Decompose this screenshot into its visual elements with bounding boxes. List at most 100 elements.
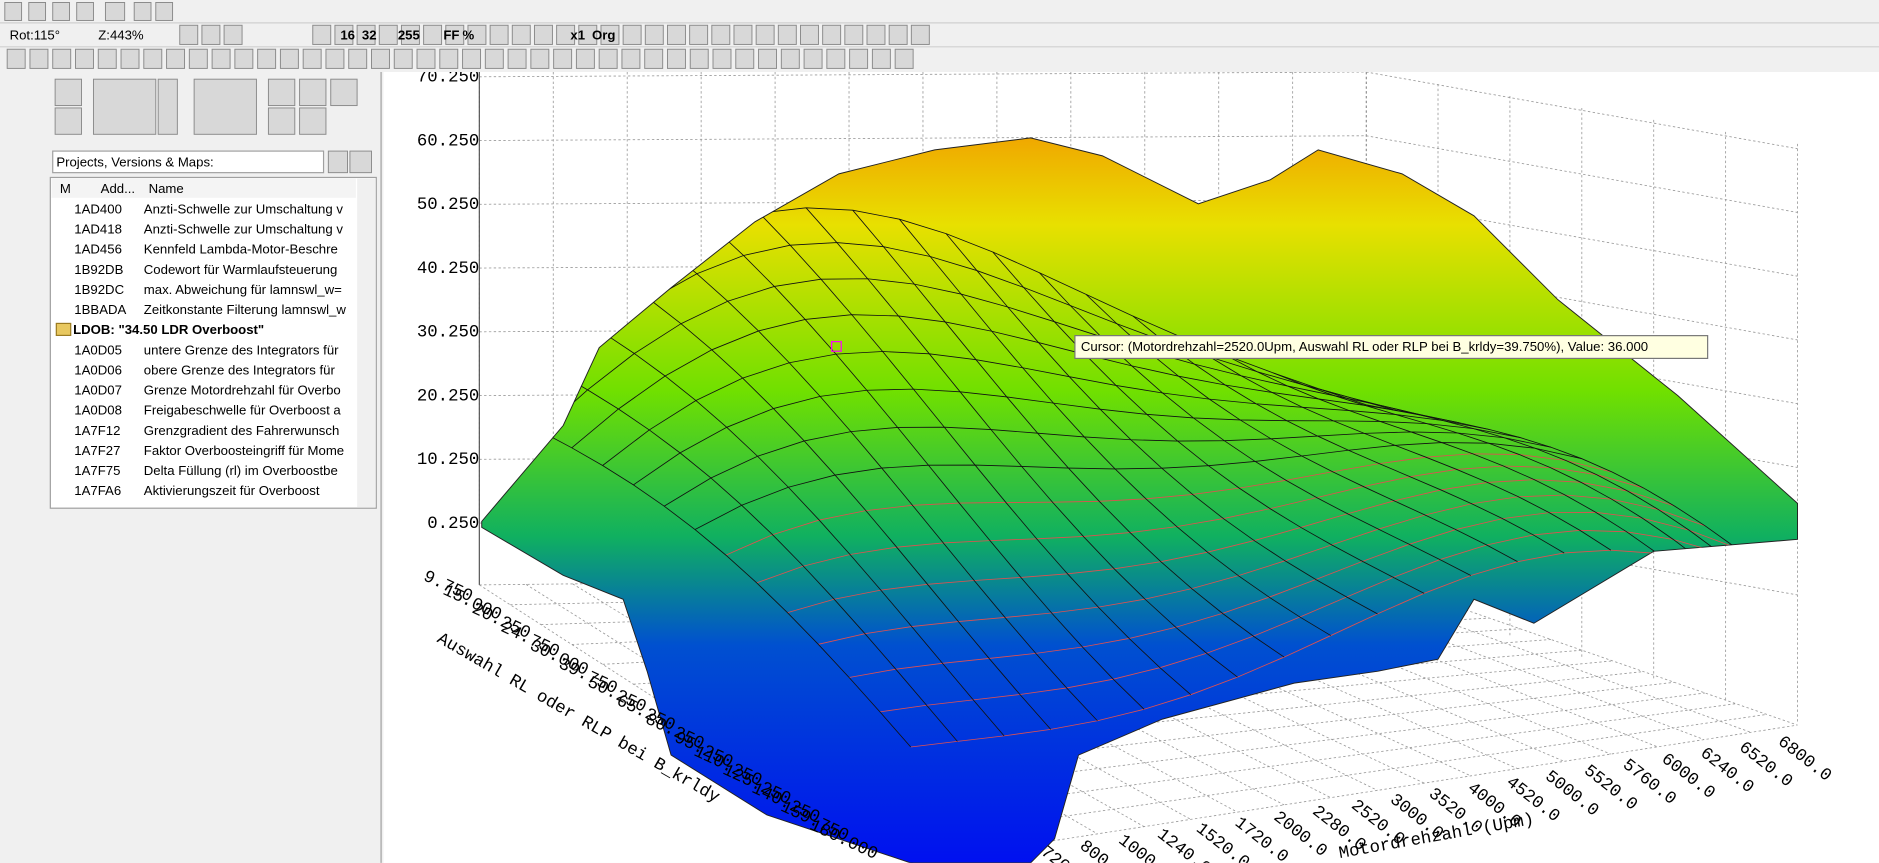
toolbar-button[interactable]	[201, 24, 221, 45]
toolbar-button[interactable]	[423, 24, 443, 45]
row-name[interactable]: obere Grenze des Integrators für	[144, 362, 336, 377]
folder-label[interactable]: LDOB: "34.50 LDR Overboost"	[73, 322, 264, 337]
new-button[interactable]	[54, 78, 82, 107]
toolbar-button[interactable]	[598, 48, 618, 69]
toolbar-button[interactable]	[378, 24, 398, 45]
toolbar-button[interactable]	[484, 48, 504, 69]
toolbar-button[interactable]	[735, 48, 755, 69]
toolbar-button[interactable]	[621, 48, 641, 69]
toolbar-button-label[interactable]: FF	[443, 28, 459, 43]
toolbar-button[interactable]	[28, 2, 47, 21]
row-name[interactable]: Faktor Overboosteingriff für Mome	[144, 443, 344, 458]
toolbar-button[interactable]	[467, 24, 487, 45]
toolbar-button[interactable]	[312, 24, 332, 45]
row-name[interactable]: Codewort für Warmlaufsteuerung	[144, 262, 338, 277]
toolbar-button[interactable]	[75, 48, 94, 69]
toolbar-button[interactable]	[803, 48, 823, 69]
toolbar-button[interactable]	[777, 24, 797, 45]
toolbar-button-label[interactable]: 16	[340, 28, 355, 43]
toolbar-button[interactable]	[462, 48, 482, 69]
toolbar-button[interactable]	[644, 48, 664, 69]
row-name[interactable]: Delta Füllung (rl) im Overboostbe	[144, 463, 338, 478]
open-menu-button[interactable]	[157, 78, 178, 135]
toolbar-button[interactable]	[76, 2, 94, 21]
toolbar-button[interactable]	[166, 48, 186, 69]
toolbar-button[interactable]	[822, 24, 842, 45]
toolbar-button[interactable]	[844, 24, 864, 45]
toolbar-button[interactable]	[556, 24, 576, 45]
toolbar-button[interactable]	[302, 48, 322, 69]
toolbar-button[interactable]	[133, 2, 152, 21]
zoom-field[interactable]: Z:443%	[98, 28, 144, 43]
row-address[interactable]: 1A0D06	[74, 362, 122, 377]
toolbar-button[interactable]	[712, 48, 732, 69]
row-address[interactable]: 1A7F12	[74, 423, 120, 438]
row-address[interactable]: 1B92DB	[74, 262, 123, 277]
toolbar-button[interactable]	[849, 48, 869, 69]
save-button[interactable]	[54, 107, 82, 135]
toolbar-button[interactable]	[711, 24, 731, 45]
toolbar-button[interactable]	[257, 48, 277, 69]
row-name[interactable]: Kennfeld Lambda-Motor-Beschre	[144, 242, 338, 257]
toolbar-button-label[interactable]: %	[463, 28, 475, 43]
toolbar-button[interactable]	[371, 48, 390, 69]
toolbar-button[interactable]	[666, 48, 686, 69]
tool-button[interactable]	[299, 78, 327, 107]
toolbar-button[interactable]	[507, 48, 527, 69]
toolbar-button[interactable]	[52, 48, 72, 69]
toolbar-button[interactable]	[439, 48, 459, 69]
toolbar-button[interactable]	[800, 24, 819, 45]
row-name[interactable]: Grenze Motordrehzahl für Overbo	[144, 383, 341, 398]
tool-button[interactable]	[330, 78, 358, 107]
toolbar-button[interactable]	[733, 24, 753, 45]
row-name[interactable]: max. Abweichung für lamnswl_w=	[144, 282, 342, 297]
toolbar-button-label[interactable]: Org	[592, 28, 615, 43]
toolbar-button[interactable]	[356, 24, 376, 45]
toolbar-button[interactable]	[416, 48, 436, 69]
column-header[interactable]: Add...	[101, 181, 135, 196]
toolbar-button[interactable]	[689, 24, 709, 45]
toolbar-button[interactable]	[553, 48, 573, 69]
toolbar-button[interactable]	[6, 48, 26, 69]
row-address[interactable]: 1AD456	[74, 242, 122, 257]
toolbar-button[interactable]	[533, 24, 553, 45]
row-name[interactable]: Grenzgradient des Fahrerwunsch	[144, 423, 339, 438]
toolbar-button[interactable]	[279, 48, 299, 69]
toolbar-button[interactable]	[97, 48, 117, 69]
row-name[interactable]: Freigabeschwelle für Overboost a	[144, 403, 342, 418]
toolbar-button-label[interactable]: 32	[362, 28, 377, 43]
toolbar-button[interactable]	[179, 24, 199, 45]
tool-button[interactable]	[267, 107, 296, 135]
toolbar-button[interactable]	[578, 24, 598, 45]
row-address[interactable]: 1A7F27	[74, 443, 120, 458]
selector-box[interactable]	[52, 150, 325, 174]
row-address[interactable]: 1A0D07	[74, 383, 122, 398]
toolbar-button[interactable]	[52, 2, 70, 21]
toolbar-button[interactable]	[910, 24, 930, 45]
toolbar-button[interactable]	[866, 24, 886, 45]
toolbar-button[interactable]	[755, 24, 775, 45]
list-scrollbar[interactable]	[357, 178, 376, 507]
toolbar-button[interactable]	[489, 24, 509, 45]
toolbar-button[interactable]	[511, 24, 531, 45]
row-address[interactable]: 1AD418	[74, 222, 122, 237]
row-address[interactable]: 1A7F75	[74, 463, 120, 478]
toolbar-button[interactable]	[325, 48, 345, 69]
toolbar-button[interactable]	[600, 24, 620, 45]
toolbar-button[interactable]	[826, 48, 846, 69]
filter-button[interactable]	[327, 150, 348, 174]
row-name[interactable]: Anzti-Schwelle zur Umschaltung v	[144, 201, 344, 216]
toolbar-button[interactable]	[4, 2, 23, 21]
row-name[interactable]: untere Grenze des Integrators für	[144, 342, 339, 357]
row-address[interactable]: 1A0D05	[74, 342, 122, 357]
row-address[interactable]: 1BBADA	[74, 302, 126, 317]
toolbar-button[interactable]	[334, 24, 354, 45]
row-address[interactable]: 1A7FA6	[74, 483, 121, 498]
toolbar-button[interactable]	[348, 48, 368, 69]
row-name[interactable]: Anzti-Schwelle zur Umschaltung v	[144, 222, 344, 237]
column-header[interactable]: M	[60, 181, 71, 196]
toolbar-button[interactable]	[445, 24, 465, 45]
toolbar-button[interactable]	[188, 48, 208, 69]
row-address[interactable]: 1AD400	[74, 201, 122, 216]
rotation-field[interactable]: Rot:115°	[10, 28, 60, 43]
